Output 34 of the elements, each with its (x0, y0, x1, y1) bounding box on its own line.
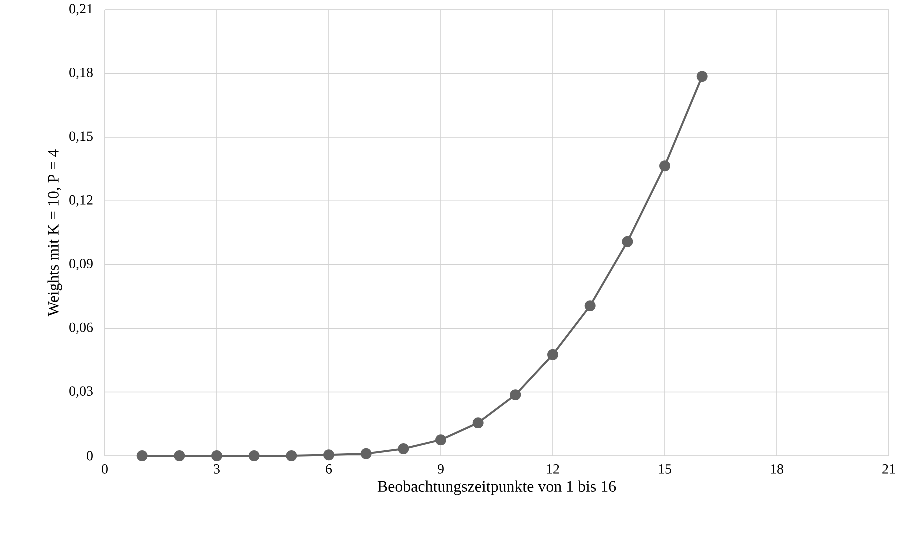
y-tick-label: 0,09 (70, 259, 93, 271)
point (584, 300, 596, 312)
y-tick-label: 0 (87, 451, 93, 461)
point (212, 450, 222, 462)
x-tick-label: 15 (659, 464, 672, 474)
x-tick-label: 6 (326, 464, 332, 474)
x-tick-label: 3 (214, 464, 220, 474)
point (696, 71, 708, 82)
y-axis-title: Weights mit K = 10, P = 4 (48, 150, 62, 317)
point (248, 450, 260, 462)
point (286, 450, 298, 462)
x-tick-label: 12 (547, 464, 560, 474)
point (510, 390, 522, 401)
y-tick-label: 0,12 (70, 195, 93, 207)
y-tick-label: 0,15 (70, 132, 93, 144)
x-tick-label: 0 (102, 464, 108, 474)
point (622, 236, 634, 248)
x-tick-label: 9 (438, 464, 444, 474)
point (174, 450, 186, 462)
point (324, 450, 334, 461)
point (548, 349, 558, 360)
point (660, 160, 670, 172)
x-tick-label: 21 (882, 464, 896, 474)
point (472, 418, 484, 429)
point (136, 450, 148, 462)
y-tick-label: 0,18 (70, 68, 93, 80)
point (360, 448, 372, 460)
point (436, 434, 446, 446)
y-tick-label: 0,21 (70, 4, 93, 16)
x-tick-label: 18 (771, 464, 784, 474)
y-tick-label: 0,03 (70, 386, 93, 398)
point (398, 444, 410, 454)
y-tick-label: 0,06 (70, 322, 94, 334)
x-axis-title: Beobachtungszeitpunkte von 1 bis 16 (378, 480, 616, 496)
